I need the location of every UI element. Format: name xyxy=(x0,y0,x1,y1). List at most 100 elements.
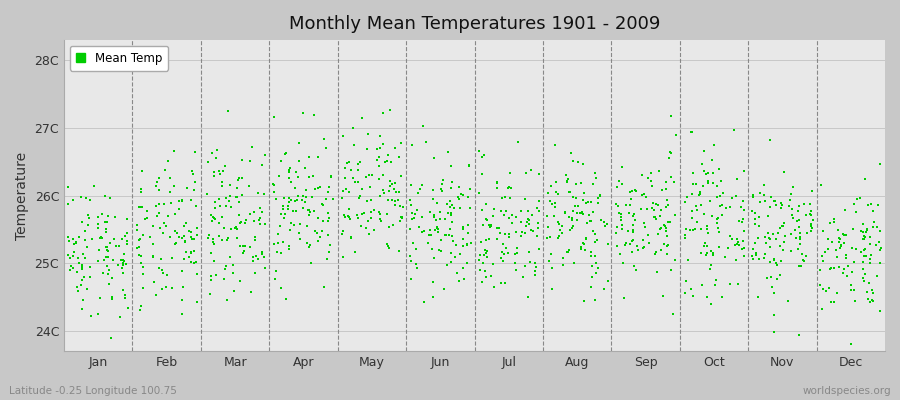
Point xyxy=(201,159,215,165)
Point xyxy=(351,161,365,168)
Point xyxy=(177,256,192,263)
Point xyxy=(800,230,814,236)
Point xyxy=(414,182,428,188)
Point xyxy=(350,212,365,218)
Point xyxy=(547,142,562,148)
Point xyxy=(668,257,682,263)
Point xyxy=(649,215,663,222)
Point xyxy=(684,129,698,135)
Point xyxy=(865,296,879,303)
Point xyxy=(856,221,870,228)
Point xyxy=(686,292,700,299)
Point xyxy=(759,234,773,240)
Point xyxy=(748,221,762,227)
Point xyxy=(565,222,580,229)
Point xyxy=(792,223,806,230)
Point xyxy=(187,260,202,266)
Point xyxy=(410,207,424,213)
Point xyxy=(114,257,129,263)
Point xyxy=(590,236,605,243)
Point xyxy=(203,276,218,283)
Point xyxy=(161,158,176,164)
Point xyxy=(221,198,236,204)
Point xyxy=(292,174,306,181)
Point xyxy=(284,196,298,203)
Point xyxy=(207,258,221,264)
Point xyxy=(693,188,707,195)
Point xyxy=(838,206,852,213)
Point xyxy=(561,249,575,256)
Point xyxy=(729,256,743,263)
Point xyxy=(659,186,673,193)
Point xyxy=(858,271,872,278)
Point xyxy=(781,297,796,304)
Point xyxy=(495,249,509,256)
Point xyxy=(648,214,662,220)
Point xyxy=(490,236,504,242)
Point xyxy=(310,238,325,244)
Point xyxy=(774,200,788,206)
Point xyxy=(255,251,269,257)
Point xyxy=(444,259,458,265)
Point xyxy=(93,235,107,241)
Point xyxy=(856,258,870,265)
Point xyxy=(705,157,719,164)
Point xyxy=(282,195,296,201)
Point xyxy=(248,236,262,243)
Point xyxy=(152,265,166,272)
Point xyxy=(640,206,654,212)
Point xyxy=(116,270,130,276)
Point xyxy=(101,271,115,277)
Point xyxy=(296,205,310,212)
Point xyxy=(136,284,150,291)
Point xyxy=(504,185,518,192)
Point xyxy=(215,179,230,185)
Point xyxy=(155,286,169,292)
Point xyxy=(230,234,245,241)
Point xyxy=(817,249,832,256)
Point xyxy=(227,288,241,294)
Point xyxy=(274,158,288,164)
Point xyxy=(752,222,767,229)
Point xyxy=(830,290,844,296)
Point xyxy=(497,212,511,218)
Point xyxy=(292,140,306,146)
Point xyxy=(573,246,588,252)
Point xyxy=(140,208,154,214)
Point xyxy=(663,149,678,156)
Point xyxy=(86,183,101,189)
Point xyxy=(832,245,847,251)
Point xyxy=(209,272,223,278)
Point xyxy=(694,202,708,208)
Point xyxy=(422,209,436,216)
Point xyxy=(564,225,579,232)
Point xyxy=(786,215,800,222)
Point xyxy=(392,189,406,195)
Point xyxy=(745,255,760,262)
Point xyxy=(551,191,565,198)
Point xyxy=(569,180,583,187)
Point xyxy=(698,240,712,247)
Point xyxy=(188,149,202,156)
Point xyxy=(317,136,331,143)
Point xyxy=(274,250,289,256)
Point xyxy=(843,287,858,293)
Point xyxy=(482,236,496,243)
Point xyxy=(434,248,448,254)
Point xyxy=(760,230,775,236)
Point xyxy=(616,260,630,266)
Point xyxy=(156,270,170,276)
Point xyxy=(251,190,266,196)
Point xyxy=(499,279,513,286)
Point xyxy=(521,216,535,222)
Point xyxy=(847,258,861,265)
Point xyxy=(117,258,131,264)
Point xyxy=(435,188,449,195)
Point xyxy=(402,252,417,259)
Point xyxy=(678,234,692,241)
Point xyxy=(659,225,673,231)
Point xyxy=(679,226,693,232)
Point xyxy=(218,266,232,272)
Point xyxy=(252,216,266,223)
Point xyxy=(166,182,181,189)
